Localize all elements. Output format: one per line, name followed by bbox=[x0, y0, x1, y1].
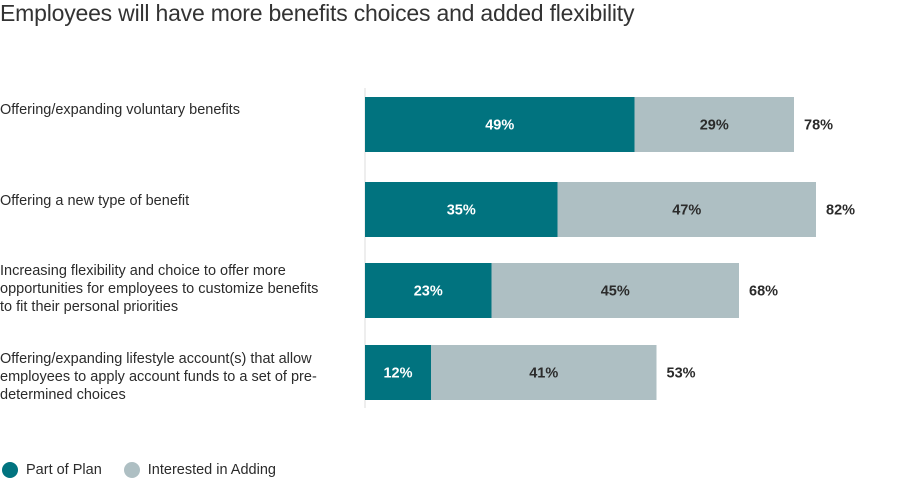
legend-label-part-of-plan: Part of Plan bbox=[26, 462, 102, 478]
bar-part-of-plan-flexibility-choice bbox=[365, 263, 492, 318]
bar-interested-in-adding-new-benefit bbox=[557, 182, 816, 237]
data-label-part-of-plan-flexibility-choice: 23% bbox=[414, 284, 443, 300]
legend-label-interested-in-adding: Interested in Adding bbox=[147, 462, 276, 478]
data-label-part-of-plan-voluntary-benefits: 49% bbox=[485, 118, 514, 134]
category-label-voluntary-benefits: Offering/expanding voluntary benefits bbox=[0, 102, 240, 118]
data-label-interested-in-adding-voluntary-benefits: 29% bbox=[700, 118, 729, 134]
stacked-bar-chart: 49% 29% 78% 35% 47% 82% 23% 45% 68% 12% 41% 53% bbox=[364, 88, 855, 408]
chart-title: Employees will have more benefits choice… bbox=[0, 0, 635, 26]
bar-interested-in-adding-flexibility-choice bbox=[491, 263, 739, 318]
category-label-lifestyle-accounts: Offering/expanding lifestyle account(s) … bbox=[0, 351, 317, 403]
bar-part-of-plan-voluntary-benefits bbox=[365, 97, 635, 152]
bar-interested-in-adding-lifestyle-accounts bbox=[431, 345, 657, 400]
legend-swatch-interested-in-adding bbox=[123, 462, 140, 478]
total-label-voluntary-benefits: 78% bbox=[804, 118, 833, 134]
data-label-interested-in-adding-lifestyle-accounts: 41% bbox=[529, 366, 558, 382]
data-label-interested-in-adding-flexibility-choice: 45% bbox=[601, 284, 630, 300]
category-label-new-benefit: Offering a new type of benefit bbox=[0, 193, 190, 209]
bar-part-of-plan-new-benefit bbox=[365, 182, 558, 237]
legend-item-interested-in-adding: Interested in Adding bbox=[123, 462, 276, 478]
data-label-interested-in-adding-new-benefit: 47% bbox=[672, 203, 701, 219]
total-label-flexibility-choice: 68% bbox=[749, 284, 778, 300]
category-label-flexibility-choice: Increasing flexibility and choice to off… bbox=[0, 263, 319, 315]
data-label-part-of-plan-lifestyle-accounts: 12% bbox=[383, 366, 412, 382]
bar-interested-in-adding-voluntary-benefits bbox=[634, 97, 794, 152]
bar-part-of-plan-lifestyle-accounts bbox=[365, 345, 431, 400]
legend: Part of Plan Interested in Adding bbox=[2, 462, 298, 478]
data-label-part-of-plan-new-benefit: 35% bbox=[447, 203, 476, 219]
legend-swatch-part-of-plan bbox=[2, 462, 18, 478]
total-label-lifestyle-accounts: 53% bbox=[667, 366, 696, 382]
legend-item-part-of-plan: Part of Plan bbox=[2, 462, 102, 478]
total-label-new-benefit: 82% bbox=[826, 203, 855, 219]
